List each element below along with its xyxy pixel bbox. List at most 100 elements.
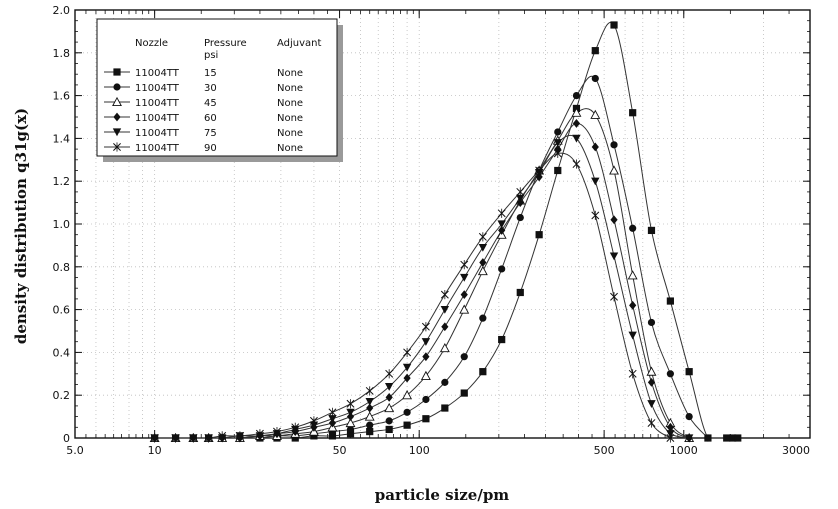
legend-nozzle: 11004TT: [135, 98, 180, 109]
legend-adjuvant: None: [277, 143, 303, 154]
grid: [75, 10, 810, 438]
legend-pressure: 30: [204, 83, 217, 94]
legend-adjuvant: None: [277, 113, 303, 124]
data-point-90-psi: [610, 292, 618, 302]
data-point-90-psi: [421, 322, 430, 332]
data-point-15-psi: [723, 434, 731, 442]
data-point-15-psi: [460, 389, 468, 397]
data-point-15-psi: [516, 288, 524, 297]
legend-marker-90-psi: [113, 142, 121, 152]
data-point-60-psi: [346, 412, 355, 421]
legend-nozzle: 11004TT: [135, 128, 180, 139]
legend-pressure: 15: [204, 68, 217, 79]
legend-marker-45-psi: [112, 96, 122, 107]
series-markers: [149, 21, 742, 443]
data-point-30-psi: [685, 413, 693, 421]
data-point-90-psi: [553, 148, 562, 158]
data-point-45-psi: [646, 366, 657, 376]
data-point-30-psi: [479, 314, 487, 322]
data-point-90-psi: [403, 347, 412, 357]
data-point-45-psi: [459, 304, 470, 314]
data-point-75-psi: [516, 194, 525, 203]
legend-marker-75-psi: [112, 128, 122, 137]
data-point-15-psi: [441, 404, 449, 412]
data-point-60-psi: [610, 215, 618, 225]
legend-adjuvant: None: [277, 128, 303, 139]
data-point-30-psi: [704, 434, 712, 442]
data-point-60-psi: [441, 322, 449, 332]
legend-nozzle: 11004TT: [135, 143, 180, 154]
legend-nozzle: 11004TT: [135, 113, 180, 124]
data-point-45-psi: [420, 370, 431, 380]
data-point-15-psi: [629, 109, 637, 117]
data-point-15-psi: [385, 425, 393, 434]
data-point-90-psi: [171, 433, 180, 443]
axis-ticks: 0 0.2 0.4 0.6 0.8 1.0 1.2 1.4 1.6 1.8 2.0 5.0 10 50 10…: [53, 4, 811, 457]
data-point-90-psi: [385, 369, 394, 379]
data-point-45-psi: [571, 107, 582, 117]
data-point-90-psi: [235, 431, 244, 441]
data-point-75-psi: [365, 398, 374, 406]
data-point-30-psi: [422, 395, 430, 404]
legend-pressure: 60: [204, 113, 217, 124]
data-point-75-psi: [328, 415, 337, 423]
data-point-60-psi: [366, 403, 374, 413]
legend-pressure: 45: [204, 98, 217, 109]
legend-marker-30-psi: [113, 83, 121, 91]
data-point-30-psi: [441, 378, 449, 386]
data-point-75-psi: [684, 434, 694, 443]
data-point-60-psi: [647, 377, 656, 387]
data-point-45-psi: [402, 390, 413, 400]
data-point-90-psi: [647, 418, 656, 428]
y-tick-label: 0.8: [53, 261, 71, 274]
data-point-60-psi: [535, 172, 543, 182]
data-point-75-psi: [497, 220, 506, 229]
data-point-90-psi: [628, 369, 637, 379]
data-point-90-psi: [309, 416, 318, 426]
data-point-15-psi: [498, 335, 506, 344]
data-point-45-psi: [477, 265, 488, 276]
data-point-90-psi: [218, 431, 227, 441]
data-point-90-psi: [666, 433, 675, 443]
data-point-90-psi: [460, 260, 469, 270]
data-point-75-psi: [609, 252, 619, 261]
data-point-45-psi: [627, 270, 638, 280]
data-point-45-psi: [345, 417, 356, 428]
data-point-30-psi: [498, 265, 506, 273]
data-point-90-psi: [478, 232, 487, 242]
data-point-45-psi: [590, 109, 601, 119]
legend-header: Adjuvant: [277, 38, 322, 49]
data-point-15-psi: [647, 226, 656, 235]
data-point-75-psi: [402, 363, 412, 372]
data-point-75-psi: [647, 400, 656, 408]
data-point-90-psi: [497, 208, 506, 218]
data-point-45-psi: [384, 402, 395, 413]
y-tick-label: 0.4: [53, 346, 71, 359]
data-point-90-psi: [150, 433, 159, 443]
data-point-15-psi: [535, 231, 543, 239]
legend-header: Nozzle: [135, 38, 168, 49]
data-point-90-psi: [591, 210, 600, 221]
data-point-90-psi: [255, 429, 264, 439]
data-point-30-psi: [460, 353, 468, 361]
data-point-30-psi: [366, 421, 374, 429]
legend-adjuvant: None: [277, 98, 303, 109]
data-point-45-psi: [364, 411, 375, 421]
data-point-60-psi: [498, 226, 506, 235]
data-point-75-psi: [440, 306, 450, 314]
data-point-60-psi: [516, 198, 524, 207]
data-point-45-psi: [439, 342, 450, 353]
legend-box: [96, 18, 338, 157]
legend-nozzle: 11004TT: [135, 83, 180, 94]
data-point-90-psi: [204, 433, 213, 443]
y-tick-label: 1.2: [53, 175, 71, 188]
data-point-60-psi: [422, 352, 430, 362]
data-point-90-psi: [273, 426, 281, 437]
data-point-90-psi: [535, 165, 544, 176]
legend-pressure: 90: [204, 143, 217, 154]
data-point-60-psi: [403, 373, 411, 383]
data-point-60-psi: [385, 392, 393, 402]
data-point-60-psi: [479, 258, 487, 267]
legend-pressure: 75: [204, 128, 217, 139]
data-point-75-psi: [478, 243, 488, 252]
